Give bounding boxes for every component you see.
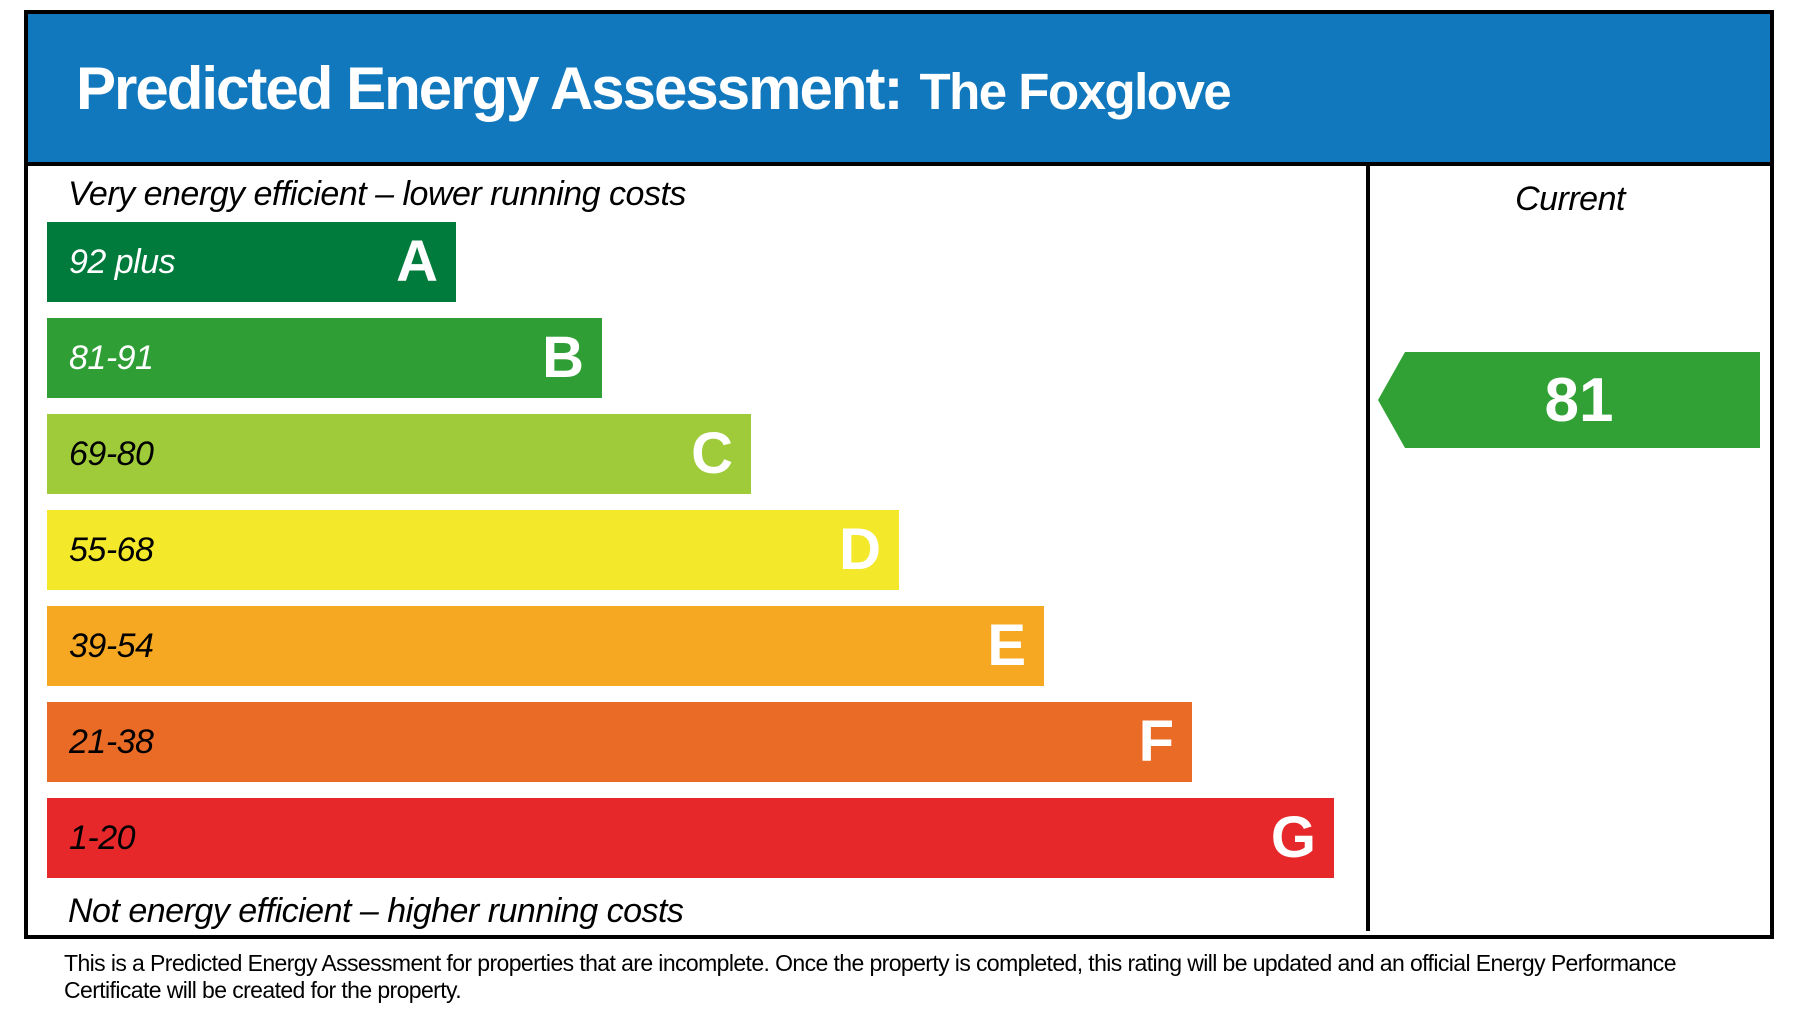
band-letter: E <box>987 613 1026 678</box>
band-range-label: 21-38 <box>69 722 154 761</box>
caption-very-efficient: Very energy efficient – lower running co… <box>68 175 686 213</box>
band-range-label: 69-80 <box>69 434 154 473</box>
band-row-c: 69-80 C <box>47 414 751 494</box>
band-row-d: 55-68 D <box>47 510 899 590</box>
band-row-a: 92 plus A <box>47 222 456 302</box>
band-row-f: 21-38 F <box>47 702 1192 782</box>
current-rating-column: Current 81 <box>1366 166 1770 931</box>
rating-bands-area: Very energy efficient – lower running co… <box>28 166 1366 931</box>
page-title: Predicted Energy Assessment: The Foxglov… <box>76 54 1232 123</box>
current-column-header: Current <box>1515 180 1625 218</box>
band-range-label: 92 plus <box>69 242 176 281</box>
epc-body: Very energy efficient – lower running co… <box>28 166 1770 931</box>
band-letter: F <box>1138 709 1174 774</box>
caption-not-efficient: Not energy efficient – higher running co… <box>68 892 684 930</box>
band-row-g: 1-20 G <box>47 798 1334 878</box>
band-letter: D <box>839 517 881 582</box>
band-row-b: 81-91 B <box>47 318 602 398</box>
footer-disclaimer-line1: This is a Predicted Energy Assessment fo… <box>64 950 1676 976</box>
band-letter: A <box>396 229 438 294</box>
band-range-label: 55-68 <box>69 530 154 569</box>
band-letter: G <box>1270 805 1316 870</box>
band-letter: C <box>691 421 733 486</box>
band-row-e: 39-54 E <box>47 606 1044 686</box>
footer-disclaimer: This is a Predicted Energy Assessment fo… <box>64 950 1676 1004</box>
band-range-label: 39-54 <box>69 626 154 665</box>
epc-header-banner: Predicted Energy Assessment: The Foxglov… <box>28 14 1770 166</box>
current-rating-arrow: 81 <box>1378 352 1760 448</box>
page-title-main: Predicted Energy Assessment: <box>76 54 903 122</box>
band-letter: B <box>542 325 584 390</box>
page-title-property: The Foxglove <box>919 62 1231 120</box>
band-range-label: 81-91 <box>69 338 154 377</box>
footer-disclaimer-line2: Certificate will be created for the prop… <box>64 977 462 1003</box>
epc-chart-box: Predicted Energy Assessment: The Foxglov… <box>24 10 1774 939</box>
band-range-label: 1-20 <box>69 818 136 857</box>
current-rating-value: 81 <box>1544 365 1614 435</box>
